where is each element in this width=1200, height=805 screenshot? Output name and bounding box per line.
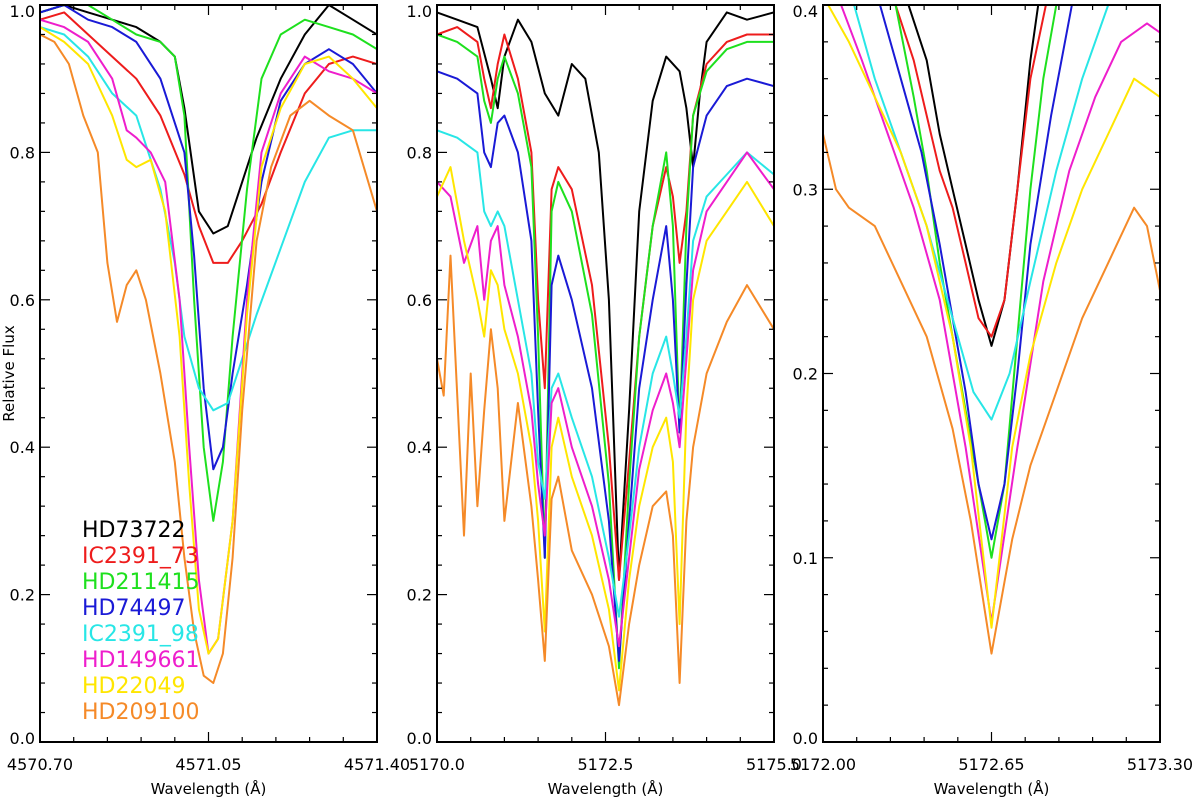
series-line-hd209100 [437,254,774,707]
panel-left: 0.0 0.2 0.4 0.6 0.8 1.0 4570.70 4571.05 4571.40 W… [0,2,410,798]
series-line-hd149661 [437,151,774,648]
y-tick-label: 0.6 [10,291,35,310]
series-line-ic2391-98 [853,5,1110,421]
legend-entry-hd73722: HD73722 [82,518,185,543]
legend-entry-hd74497: HD74497 [82,596,185,621]
y-tick-label: 0.0 [407,729,432,748]
y-tick-label: 0.3 [793,180,818,199]
x-tick-label: 5173.30 [1127,755,1193,774]
panel-middle: 0.0 0.2 0.4 0.6 0.8 1.0 5170.0 5172.5 5175.0 Wave… [407,2,802,798]
series-line-ic2391-98 [40,26,377,412]
x-tick-label: 5175.0 [746,755,802,774]
y-tick-label: 0.6 [407,291,432,310]
series-line-hd73722 [40,5,377,235]
y-tick-label: 0.0 [10,729,35,748]
y-tick-label: 0.8 [407,143,432,162]
series-line-hd74497 [879,5,1073,541]
series-line-hd209100 [823,133,1160,655]
series-group [437,11,774,707]
x-tick-label: 4571.40 [344,755,410,774]
legend-entry-ic2391-73: IC2391_73 [82,544,199,569]
legend-entry-ic2391-98: IC2391_98 [82,622,199,647]
series-group [823,5,1160,655]
series-line-hd209100 [40,33,377,684]
y-tick-label: 0.2 [407,586,432,605]
series-line-ic2391-73 [894,5,1047,338]
legend-entry-hd211415: HD211415 [82,570,199,595]
series-line-hd74497 [40,5,377,471]
y-tick-label: 0.4 [407,438,432,457]
series-line-hd22049 [40,26,377,655]
x-axis-title: Wavelength (Å) [151,779,267,798]
y-tick-label: 0.1 [793,549,818,568]
x-tick-label: 5172.00 [790,755,856,774]
series-line-hd211415 [437,33,774,670]
x-tick-label: 4571.05 [175,755,241,774]
plot-frame [822,4,1161,743]
series-line-hd73722 [437,11,774,581]
series-line-ic2391-98 [437,129,774,618]
series-line-ic2391-73 [40,11,377,264]
x-tick-label: 5172.5 [578,755,634,774]
y-axis-title: Relative Flux [0,325,18,422]
y-tick-label: 0.4 [10,438,35,457]
x-tick-label: 4570.70 [7,755,73,774]
y-tick-label: 0.2 [793,365,818,384]
series-line-hd22049 [437,166,774,692]
y-tick-label: 0.4 [793,2,818,21]
series-line-hd211415 [40,5,377,522]
legend-entry-hd149661: HD149661 [82,648,199,673]
series-line-hd74497 [437,70,774,662]
legend-entry-hd22049: HD22049 [82,674,185,699]
panel-right: 0.0 0.1 0.2 0.3 0.4 5172.00 5172.65 5173.30 Wave… [790,2,1193,798]
series-line-hd149661 [40,18,377,655]
x-tick-label: 5170.0 [409,755,465,774]
series-group [40,5,377,684]
y-tick-label: 1.0 [407,2,432,21]
x-tick-label: 5172.65 [958,755,1024,774]
series-line-hd149661 [840,5,1160,624]
y-tick-label: 0.0 [793,729,818,748]
y-tick-label: 0.8 [10,143,35,162]
x-axis-title: Wavelength (Å) [548,779,664,798]
y-tick-label: 0.2 [10,586,35,605]
legend: HD73722IC2391_73HD211415HD74497IC2391_98… [82,518,199,725]
series-line-hd22049 [827,5,1160,629]
legend-entry-hd209100: HD209100 [82,700,199,725]
y-tick-label: 1.0 [10,2,35,21]
x-axis-title: Wavelength (Å) [934,779,1050,798]
